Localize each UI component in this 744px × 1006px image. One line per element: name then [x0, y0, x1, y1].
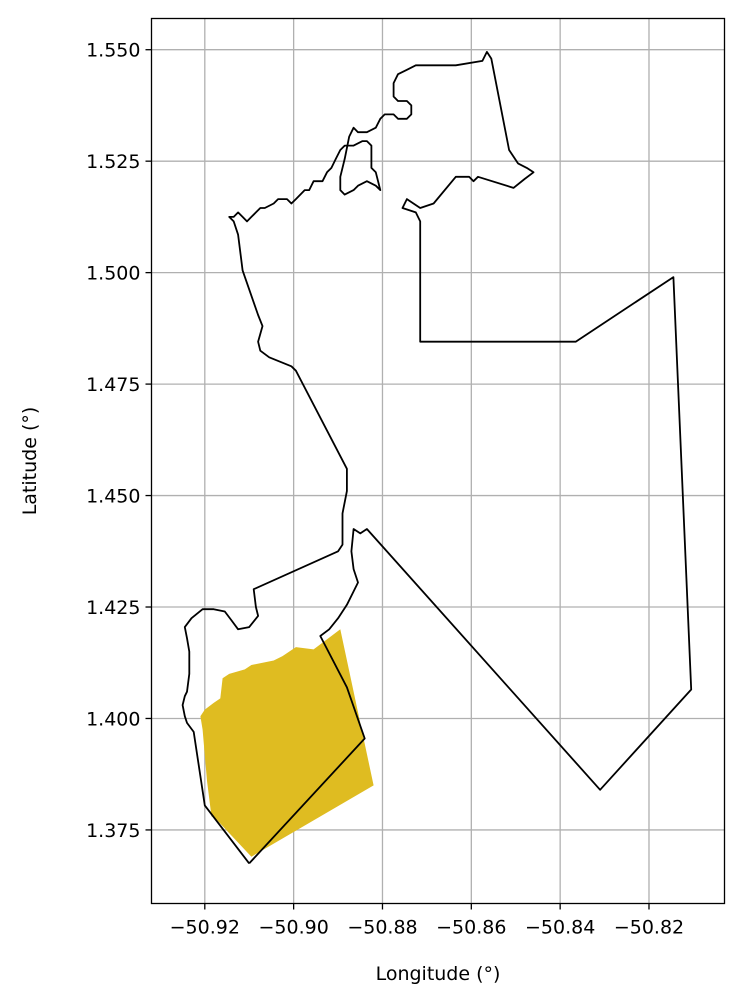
y-tick-label: 1.400	[86, 708, 140, 730]
y-tick-label: 1.500	[86, 263, 140, 285]
y-tick-label: 1.425	[86, 597, 140, 619]
x-tick-label: −50.90	[258, 917, 328, 939]
axis-ticks: −50.92 −50.90 −50.88 −50.86 −50.84 −50.82 1.37…	[86, 40, 684, 939]
y-tick-label: 1.550	[86, 40, 140, 62]
y-tick-label: 1.475	[86, 374, 140, 396]
x-tick-label: −50.92	[170, 917, 240, 939]
x-axis-label: Longitude (°)	[376, 963, 501, 985]
x-tick-label: −50.84	[525, 917, 595, 939]
x-tick-label: −50.88	[347, 917, 417, 939]
boundary-outline	[181, 51, 693, 865]
x-tick-label: −50.86	[436, 917, 506, 939]
y-axis-label: Latitude (°)	[19, 407, 41, 516]
x-tick-label: −50.82	[614, 917, 684, 939]
map-data	[181, 51, 693, 865]
shaded-area	[200, 629, 374, 857]
y-tick-label: 1.450	[86, 486, 140, 508]
axes-frame	[150, 17, 726, 905]
y-tick-label: 1.375	[86, 820, 140, 842]
y-tick-label: 1.525	[86, 151, 140, 173]
